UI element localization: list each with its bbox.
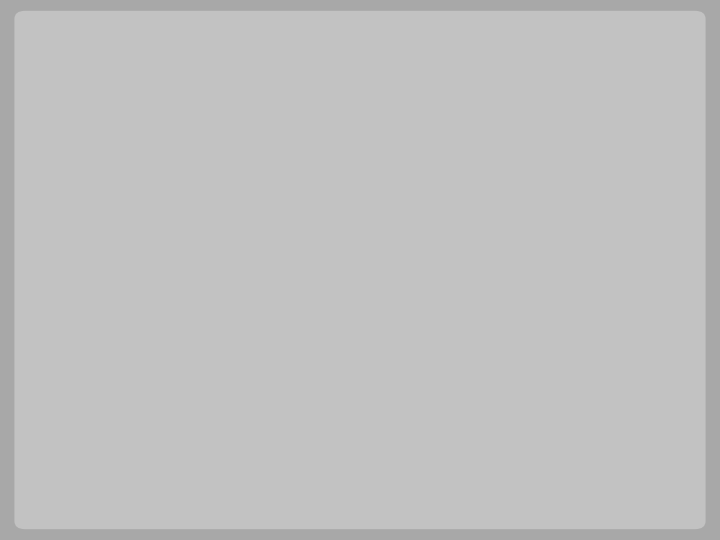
Text: $f\,(x)=\dfrac{a}{x-h}+k$: $f\,(x)=\dfrac{a}{x-h}+k$ <box>444 120 572 153</box>
Text: ◦: ◦ <box>132 234 141 252</box>
Text: □Vertical asymptote is the line $x=h$; D: {$x$ | $x \neq h$}: □Vertical asymptote is the line $x=h$; D… <box>168 349 590 369</box>
Text: Transforming the Rational Parent Function: Transforming the Rational Parent Functio… <box>118 79 692 103</box>
Text: □General format of a rational function:: □General format of a rational function: <box>118 123 503 141</box>
Text: □Possible transformations (we’ve done this before):: □Possible transformations (we’ve done th… <box>118 167 611 185</box>
Text: □Horizontal asymptote is the line $y=k$; R: {$y$ | $y \neq k$}: □Horizontal asymptote is the line $y=k$;… <box>168 436 608 456</box>
Text: $|a|$ > 1: stretches hyperbola away from origin.: $|a|$ > 1: stretches hyperbola away from… <box>148 204 528 224</box>
Text: $|a|$ < 1: compresses hyperbola towards origin.: $|a|$ < 1: compresses hyperbola towards … <box>148 234 528 254</box>
Text: $a$ < 1: reflects graph across $x$-axis.: $a$ < 1: reflects graph across $x$-axis. <box>148 265 435 284</box>
Text: ◦: ◦ <box>132 265 141 282</box>
Text: $k$ : translates function up or down.: $k$ : translates function up or down. <box>148 382 431 401</box>
Text: $h$ : translates function left or right.: $h$ : translates function left or right. <box>148 295 432 314</box>
Text: □Moves the vertical asymptote.: □Moves the vertical asymptote. <box>168 322 434 339</box>
Text: □Moves the horizontal asymptote.: □Moves the horizontal asymptote. <box>168 409 455 426</box>
Text: ◦: ◦ <box>132 382 141 399</box>
Text: ◦: ◦ <box>132 204 141 221</box>
Text: ◦: ◦ <box>132 295 141 312</box>
